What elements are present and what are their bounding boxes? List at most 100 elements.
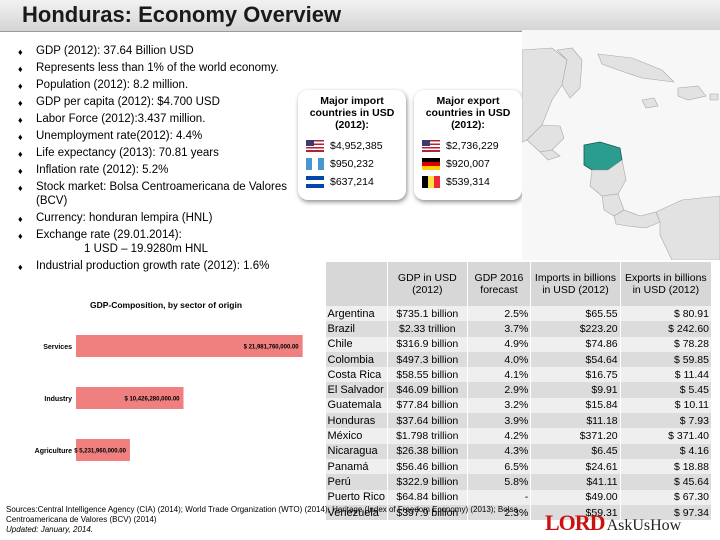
cuba-shape	[597, 53, 675, 83]
diamond-bullet-icon: ♦	[18, 166, 23, 176]
mexico-shape	[522, 47, 568, 143]
imports-cell: $59.31	[530, 504, 621, 521]
country-cell: Colombia	[325, 351, 388, 368]
forecast-cell: 4.0%	[466, 351, 531, 368]
imports-cell: $49.00	[530, 489, 621, 505]
page-title: Honduras: Economy Overview	[22, 2, 342, 27]
data-label: $ 10,426,280,000.00	[124, 397, 180, 403]
forecast-cell: -	[466, 489, 531, 505]
diamond-bullet-icon: ♦	[18, 115, 23, 125]
forecast-cell: 2.3%	[466, 504, 531, 521]
bar-industry	[76, 387, 184, 409]
country-cell: Panamá	[325, 458, 388, 475]
table-row: Panamá $56.46 billion 6.5% $24.61 $ 18.88	[325, 458, 711, 475]
data-label: $ 21,981,760,000.00	[244, 345, 300, 351]
gdp-cell: $322.9 billion	[386, 474, 468, 490]
hispaniola-shape	[677, 85, 707, 101]
exports-cell: $ 5.45	[619, 382, 711, 398]
imports-cell: $6.45	[530, 443, 621, 459]
gdp-cell: $58.55 billion	[386, 367, 468, 383]
sources-text: Sources:Central Intelligence Agency (CIA…	[6, 505, 518, 524]
exports-cell: $ 45.64	[619, 474, 711, 490]
diamond-bullet-icon: ♦	[18, 183, 23, 193]
exchange-rate-value: 1 USD – 19.9280m HNL	[84, 243, 209, 255]
diamond-bullet-icon: ♦	[18, 98, 23, 108]
country-cell: Costa Rica	[325, 367, 388, 383]
list-item: ♦ Exchange rate (29.01.2014): 1 USD – 19.9…	[18, 228, 288, 256]
country-cell: Nicaragua	[325, 443, 388, 459]
country-cell: Honduras	[325, 413, 388, 429]
germany-flag-icon	[422, 158, 440, 171]
us-flag-icon	[306, 140, 324, 153]
exports-cell: $ 10.11	[619, 397, 711, 414]
category-label: Industry	[44, 396, 72, 403]
central-america-map	[522, 30, 720, 260]
table-row: Chile $316.9 billion 4.9% $74.86 $ 78.28	[325, 336, 711, 352]
exports-cell: $ 11.44	[619, 367, 711, 383]
exports-cell: $ 67.30	[619, 489, 711, 505]
column-header: GDP in USD (2012)	[386, 262, 468, 306]
nicaragua-shape	[589, 159, 627, 197]
table-corner-header	[325, 262, 388, 306]
list-item: ♦ Stock market: Bolsa Centroamericana de …	[18, 181, 287, 207]
column-header: Imports in billions in USD (2012)	[530, 262, 621, 306]
diamond-bullet-icon: ♦	[18, 214, 23, 224]
diamond-bullet-icon: ♦	[18, 81, 23, 91]
country-cell: Brazil	[325, 321, 388, 337]
country-cell: Chile	[325, 336, 388, 352]
diamond-bullet-icon: ♦	[18, 132, 23, 142]
column-header: Exports in billions in USD (2012)	[619, 262, 711, 306]
table-row: Puerto Rico $64.84 billion - $49.00 $ 67.30	[325, 489, 711, 505]
forecast-cell: 4.3%	[466, 443, 531, 459]
table-row: Brazil $2.33 trillion 3.7% $223.20 $ 242.60	[325, 321, 711, 337]
forecast-cell: 3.7%	[466, 321, 531, 337]
logo-tagline: AskUsHow	[606, 517, 682, 534]
category-label: Services	[43, 344, 72, 351]
list-item: ♦ Labor Force (2012):3.437 million.	[18, 113, 206, 125]
list-item: ♦ Population (2012): 8.2 million.	[18, 79, 189, 91]
table-row: Honduras $37.64 billion 3.9% $11.18 $ 7.93	[325, 413, 711, 429]
forecast-cell: 3.2%	[466, 397, 531, 414]
diamond-bullet-icon: ♦	[18, 149, 23, 159]
bar-services	[76, 335, 303, 357]
import-row: $637,214	[306, 176, 374, 189]
lord-logo: LORD AskUsHow	[545, 510, 682, 535]
facts-list: ♦ GDP (2012): 37.64 Billion USD ♦ Represen…	[18, 44, 288, 276]
country-cell: Guatemala	[325, 397, 388, 414]
list-item: ♦ GDP (2012): 37.64 Billion USD	[18, 45, 194, 57]
title-bar: Honduras: Economy Overview	[0, 0, 720, 32]
imports-cell: $65.55	[530, 306, 621, 322]
imports-cell: $11.18	[530, 413, 621, 429]
diamond-bullet-icon: ♦	[18, 64, 23, 74]
list-item: ♦ GDP per capita (2012): $4.700 USD	[18, 96, 220, 108]
gdp-cell: $1.798 trillion	[386, 428, 468, 444]
gdp-cell: $77.84 billion	[386, 397, 468, 414]
country-cell: Argentina	[325, 306, 388, 322]
forecast-cell: 4.1%	[466, 367, 531, 383]
gdp-cell: $397.9 billion	[386, 504, 468, 521]
puerto-rico-shape	[709, 93, 719, 101]
gdp-cell: $316.9 billion	[386, 336, 468, 352]
gdp-cell: $735.1 billion	[386, 306, 468, 322]
forecast-cell: 5.8%	[466, 474, 531, 490]
export-row: $920,007	[422, 158, 490, 171]
logo-brand: LORD	[545, 510, 606, 535]
forecast-cell: 4.2%	[466, 428, 531, 444]
forecast-cell: 2.5%	[466, 306, 531, 322]
list-item: ♦ Represents less than 1% of the world ec…	[18, 62, 279, 74]
gdp-cell: $56.46 billion	[386, 458, 468, 475]
list-item: ♦ Life expectancy (2013): 70.81 years	[18, 147, 219, 159]
export-row: $2,736,229	[422, 140, 499, 153]
imports-box: Major import countries in USD (2012): $4…	[298, 90, 406, 200]
column-header: GDP 2016 forecast	[466, 262, 531, 306]
gdp-cell: $497.3 billion	[386, 351, 468, 368]
list-item: ♦ Unemployment rate(2012): 4.4%	[18, 130, 203, 142]
imports-cell: $41.11	[530, 474, 621, 490]
gdp-cell: $37.64 billion	[386, 413, 468, 429]
gdp-cell: $64.84 billion	[386, 489, 468, 505]
diamond-bullet-icon: ♦	[18, 47, 23, 57]
country-cell: Puerto Rico	[325, 489, 388, 505]
el-salvador-flag-icon	[306, 176, 324, 189]
economy-comparison-table: GDP in USD (2012) GDP 2016 forecast Impo…	[325, 262, 711, 521]
list-item: ♦ Inflation rate (2012): 5.2%	[18, 164, 169, 176]
